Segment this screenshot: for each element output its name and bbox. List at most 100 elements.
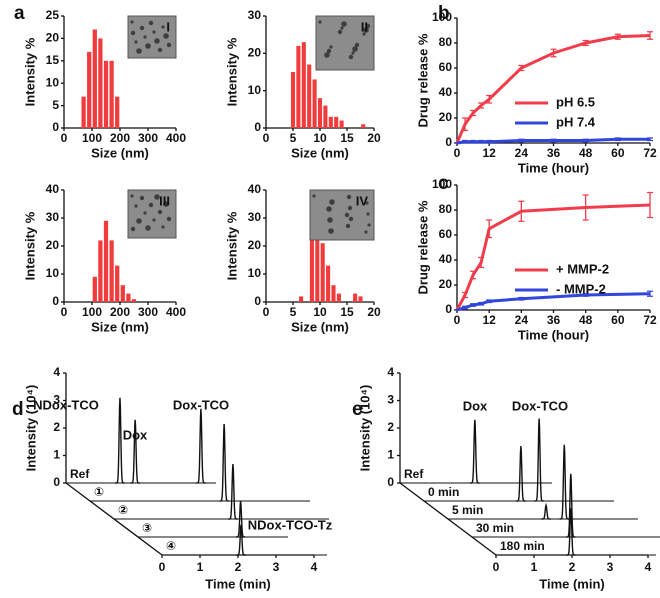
- error-bar: [518, 64, 525, 72]
- series-line: [456, 292, 651, 312]
- bar: [115, 265, 120, 302]
- panel-label: c: [438, 173, 449, 194]
- bar: [120, 285, 125, 302]
- peak-annotation: Dox-TCO: [173, 397, 229, 412]
- y-tick-label: 10: [248, 83, 262, 97]
- tem-inset: [127, 189, 177, 239]
- x-tick-label: 10: [313, 131, 327, 145]
- x-tick-label: 300: [138, 305, 158, 319]
- x-tick-label: 72: [643, 146, 657, 160]
- particle: [166, 42, 172, 48]
- trace-label: 0 min: [428, 485, 459, 499]
- bar: [109, 60, 114, 128]
- particle: [347, 205, 353, 211]
- x-tick-label: 60: [611, 313, 625, 327]
- bar: [358, 296, 363, 302]
- particle: [364, 230, 368, 234]
- error-bar: [478, 102, 485, 109]
- y-tick-label: 0: [254, 294, 261, 308]
- panel-label: d: [12, 399, 24, 420]
- particle: [148, 202, 154, 208]
- x-tick-label: 400: [166, 131, 186, 145]
- particle: [130, 30, 136, 36]
- bar: [98, 240, 103, 302]
- y-tick-label: 2: [53, 420, 60, 434]
- particle: [362, 32, 366, 36]
- y-axis-label: Intensity %: [224, 37, 239, 106]
- x-axis-label: Time (min): [205, 576, 271, 591]
- x-tick-label: 20: [367, 131, 381, 145]
- y-tick-label: 20: [439, 277, 453, 291]
- particle: [130, 194, 134, 198]
- peak: [566, 508, 576, 556]
- error-bar: [614, 33, 621, 40]
- particle: [134, 40, 138, 44]
- particle: [163, 201, 169, 207]
- bar: [301, 42, 306, 129]
- x-tick-label: 20: [367, 305, 381, 319]
- particle: [166, 216, 172, 222]
- x-tick-label: 0: [61, 131, 68, 145]
- x-axis-label: Size (nm): [291, 319, 349, 334]
- particle: [363, 27, 369, 33]
- particle: [136, 218, 142, 224]
- y-tick-label: 10: [46, 266, 60, 280]
- trace-label: 5 min: [452, 503, 483, 517]
- particle: [157, 47, 163, 53]
- peak-annotation: NDox-TCO-Tz: [248, 517, 333, 532]
- particle: [326, 48, 332, 54]
- particle: [329, 199, 335, 205]
- bar: [115, 96, 120, 128]
- peak: [236, 501, 246, 538]
- y-tick-label: 40: [439, 85, 453, 99]
- x-tick-label: 72: [643, 313, 657, 327]
- x-tick-label: 0: [263, 131, 270, 145]
- error-bar: [582, 39, 589, 47]
- trace-label: ④: [166, 539, 176, 553]
- tem-inset: [309, 189, 375, 241]
- particle: [152, 218, 156, 222]
- peak: [541, 502, 551, 520]
- trace-label: 30 min: [476, 521, 514, 535]
- peak-annotation: NDox-TCO: [33, 397, 99, 412]
- y-tick-label: 15: [46, 53, 60, 67]
- particle: [154, 38, 160, 44]
- peak-annotation: Dox-TCO: [512, 398, 568, 413]
- error-bar: [550, 138, 557, 143]
- bar: [307, 64, 312, 128]
- y-tick-label: 5: [52, 98, 59, 112]
- error-bar: [486, 299, 493, 304]
- particle: [354, 42, 360, 48]
- x-tick-label: 100: [82, 131, 102, 145]
- x-tick-label: 1: [197, 560, 204, 574]
- y-tick-label: 4: [387, 365, 394, 379]
- y-tick-label: 0: [52, 294, 59, 308]
- trace-label: ①: [94, 485, 104, 499]
- error-bar: [462, 291, 469, 299]
- x-tick-label: 0: [493, 560, 500, 574]
- particle: [161, 25, 165, 29]
- particle: [318, 20, 322, 24]
- peak: [236, 524, 246, 556]
- panel-label: a: [14, 3, 25, 24]
- x-tick-label: 200: [110, 305, 130, 319]
- particle: [143, 211, 147, 215]
- trace-label: 180 min: [500, 539, 545, 553]
- error-bar: [647, 191, 653, 219]
- y-tick-label: 80: [439, 202, 453, 216]
- x-tick-label: 24: [515, 146, 529, 160]
- y-tick-label: 2: [387, 420, 394, 434]
- x-tick-label: 12: [482, 313, 496, 327]
- error-bar: [478, 256, 485, 269]
- bar: [299, 296, 304, 302]
- error-bar: [478, 139, 485, 144]
- bar: [103, 60, 109, 128]
- bar: [126, 293, 131, 302]
- particle: [145, 43, 151, 49]
- bar: [334, 116, 339, 128]
- y-axis-label: Intensity %: [224, 211, 239, 280]
- y-tick-label: 100: [432, 177, 452, 191]
- peak: [228, 463, 238, 520]
- inset-label: IV: [356, 193, 369, 208]
- particle: [365, 201, 369, 205]
